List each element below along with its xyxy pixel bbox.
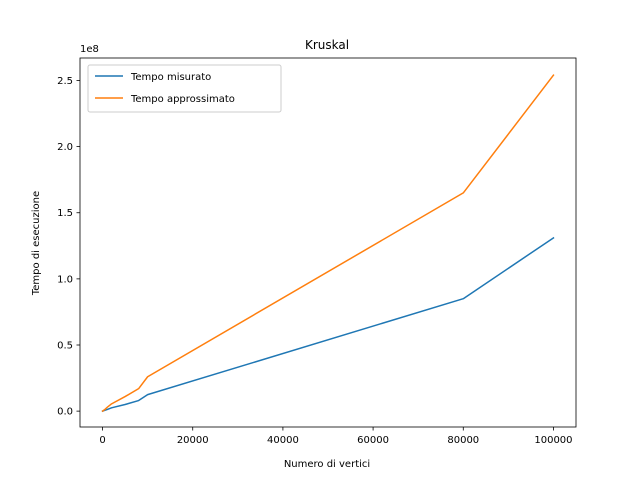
x-tick-label: 20000 — [177, 435, 209, 446]
axes-frame — [79, 57, 577, 428]
legend-label-measured: Tempo misurato — [130, 72, 211, 83]
y-tick-label: 0.0 — [57, 407, 73, 418]
x-axis-ticks: 0 20000 40000 60000 80000 100000 — [99, 427, 573, 446]
x-tick-label: 80000 — [447, 435, 479, 446]
plot-area — [79, 57, 577, 428]
y-tick-label: 1.0 — [57, 274, 73, 285]
y-tick-label: 0.5 — [57, 341, 73, 352]
y-axis-label: Tempo di esecuzione — [31, 191, 42, 296]
y-offset-label: 1e8 — [80, 44, 99, 55]
y-axis-ticks: 0.0 0.5 1.0 1.5 2.0 2.5 — [57, 76, 80, 418]
x-tick-label: 40000 — [267, 435, 299, 446]
x-tick-label: 0 — [99, 435, 105, 446]
chart-title: Kruskal — [305, 38, 349, 52]
series-lines — [101, 74, 555, 413]
y-tick-label: 2.5 — [57, 76, 73, 87]
legend-box — [87, 64, 282, 113]
x-axis-label: Numero di vertici — [284, 459, 370, 470]
legend: Tempo misurato Tempo approssimato — [87, 64, 282, 113]
x-tick-label: 100000 — [534, 435, 572, 446]
series-line-measured — [101, 236, 555, 413]
series-line-approx — [101, 74, 555, 413]
y-tick-label: 2.0 — [57, 142, 73, 153]
legend-label-approx: Tempo approssimato — [130, 94, 235, 105]
x-tick-label: 60000 — [357, 435, 389, 446]
y-tick-label: 1.5 — [57, 208, 73, 219]
